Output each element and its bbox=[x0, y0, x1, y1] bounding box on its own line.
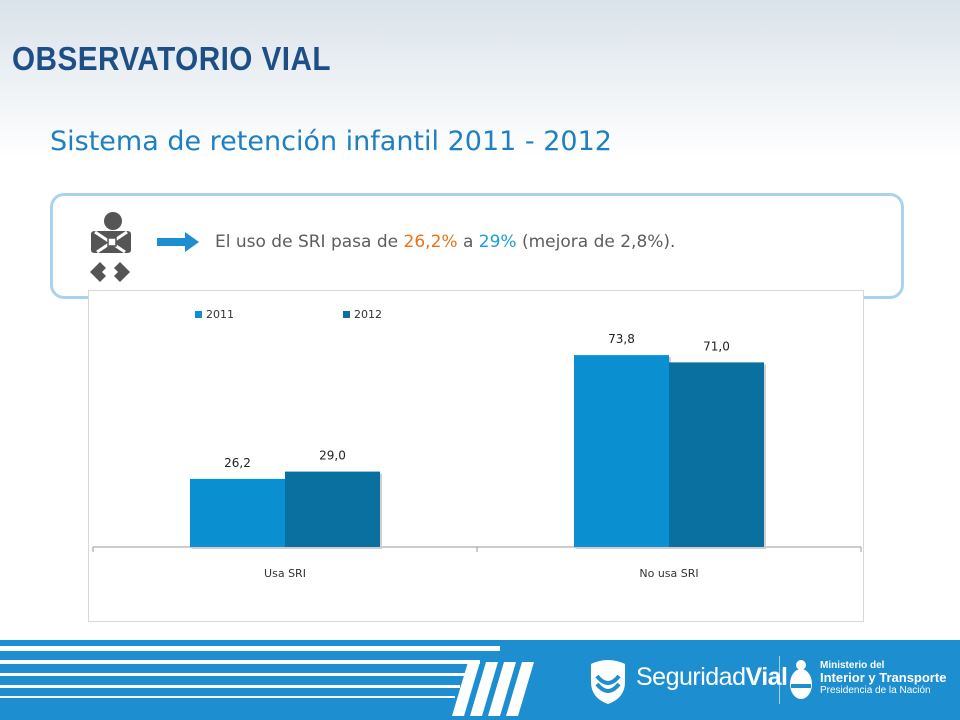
child-seat-icon bbox=[81, 210, 139, 286]
legend-swatch-2011 bbox=[195, 311, 202, 318]
callout-text-after: (mejora de 2,8%). bbox=[516, 232, 676, 252]
summary-callout: El uso de SRI pasa de 26,2% a 29% (mejor… bbox=[50, 193, 904, 299]
data-label-2012-1: 71,0 bbox=[703, 339, 730, 353]
callout-text: El uso de SRI pasa de 26,2% a 29% (mejor… bbox=[215, 232, 675, 252]
ministry-line-1: Ministerio del bbox=[820, 660, 885, 671]
data-label-2011-0: 26,2 bbox=[224, 456, 251, 470]
callout-text-before: El uso de SRI pasa de bbox=[215, 232, 404, 252]
seguridad-vial-logo-icon bbox=[591, 660, 625, 704]
legend-label-2011: 2011 bbox=[206, 308, 234, 321]
ministry-line-2: Interior y Transporte bbox=[820, 670, 947, 685]
callout-text-middle: a bbox=[457, 232, 479, 252]
bar-2011-1 bbox=[574, 355, 669, 547]
data-label-2011-1: 73,8 bbox=[608, 332, 635, 346]
legend-label-2012: 2012 bbox=[354, 308, 382, 321]
data-label-2012-0: 29,0 bbox=[319, 449, 346, 463]
ministry-line-3: Presidencia de la Nación bbox=[820, 685, 931, 697]
bar-2012-0 bbox=[285, 471, 380, 547]
legend-swatch-2012 bbox=[343, 311, 350, 318]
seguridad-vial-brand: SeguridadVial bbox=[636, 663, 788, 692]
footer-divider bbox=[779, 656, 780, 704]
bar-chart-svg: 2011 2012 26,2 29,0 Usa SRI 73,8 71,0 No usa SR… bbox=[92, 308, 862, 580]
value-2011: 26,2% bbox=[403, 232, 458, 252]
footer-banner: SeguridadVial Ministerio del Interior y … bbox=[0, 640, 960, 720]
category-label-1: No usa SRI bbox=[639, 567, 698, 580]
arrow-right-icon bbox=[157, 232, 199, 252]
ministry-label: Ministerio del Interior y Transporte Pre… bbox=[820, 660, 946, 696]
footer-stripes-decoration bbox=[0, 640, 960, 720]
bar-2011-0 bbox=[190, 478, 285, 547]
brand-bold: Vial bbox=[745, 663, 788, 691]
national-shield-icon bbox=[790, 660, 812, 699]
value-2012: 29% bbox=[478, 232, 517, 252]
observatorio-vial-logo: OBSERVATORIO VIAL bbox=[12, 40, 331, 77]
brand-light: Seguridad bbox=[636, 663, 746, 691]
bar-2012-1 bbox=[669, 362, 764, 547]
bar-chart: 2011 2012 26,2 29,0 Usa SRI 73,8 71,0 No usa SR… bbox=[88, 290, 864, 622]
slide-title: Sistema de retención infantil 2011 - 201… bbox=[50, 126, 612, 157]
category-label-0: Usa SRI bbox=[264, 567, 306, 580]
